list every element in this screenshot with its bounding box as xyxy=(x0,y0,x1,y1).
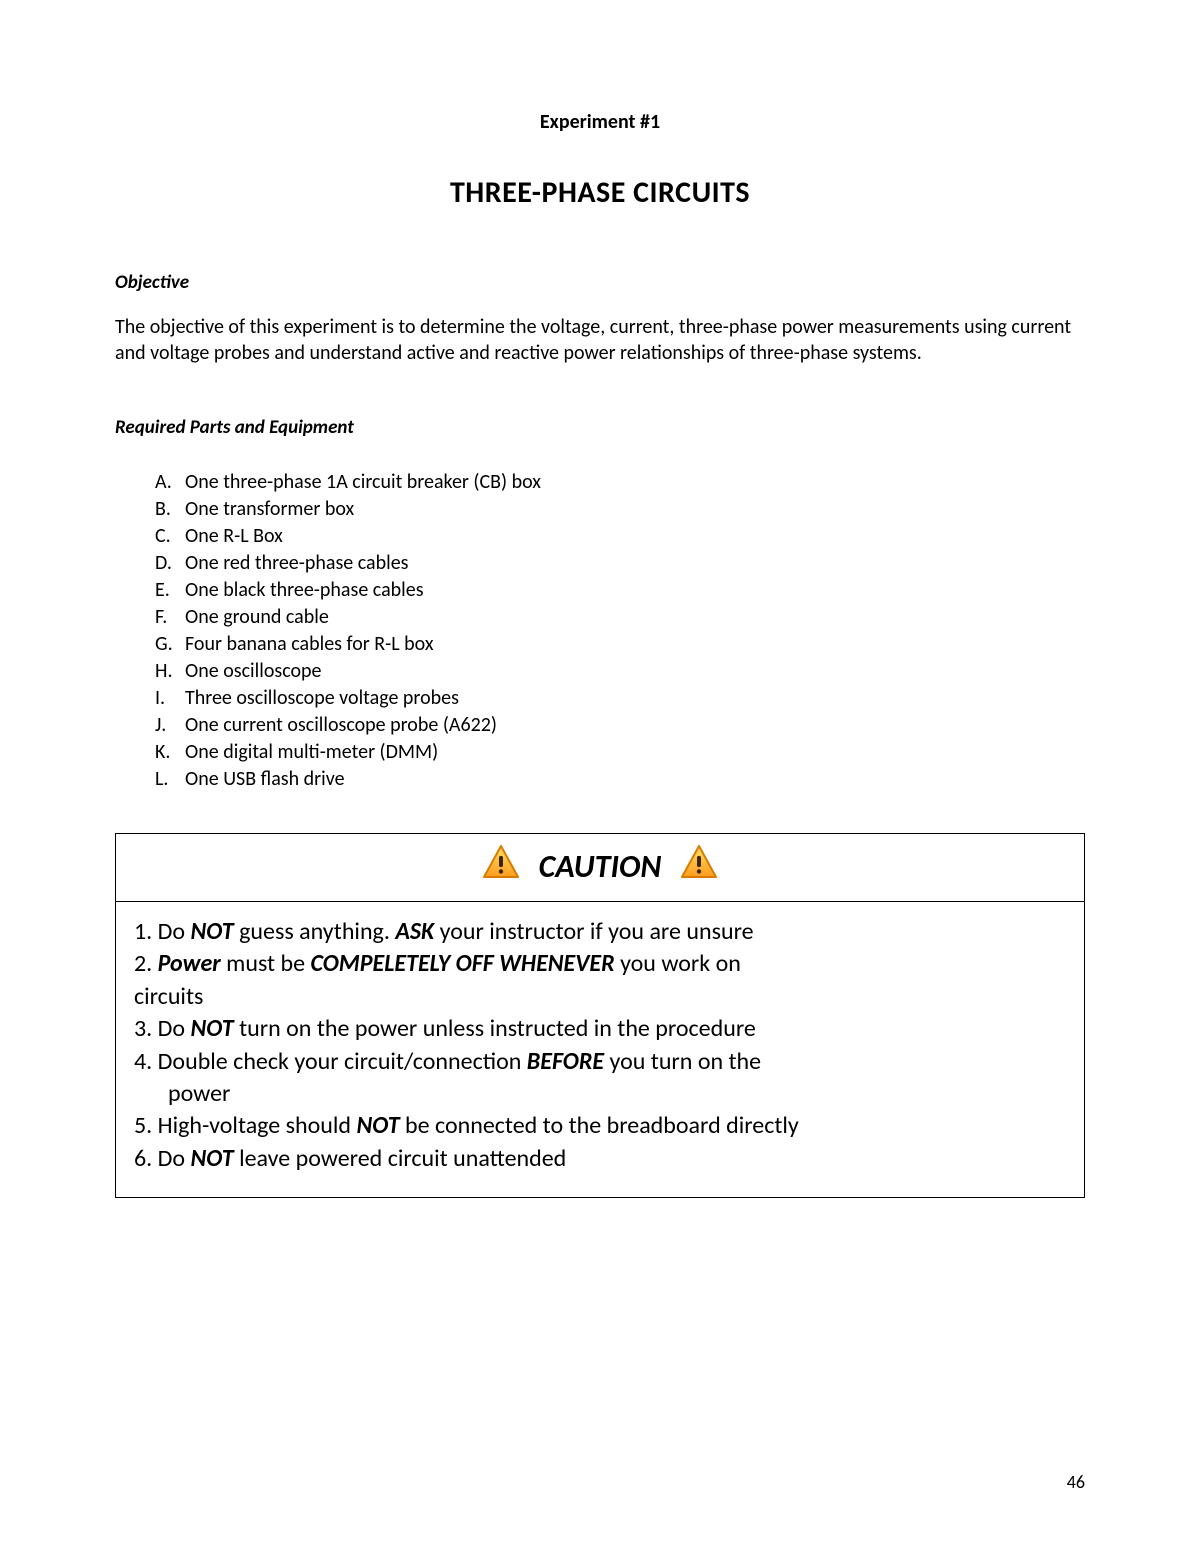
list-text: One R-L Box xyxy=(185,523,283,550)
caution-text: circuits xyxy=(134,982,203,1011)
list-marker: L. xyxy=(155,766,185,793)
caution-text: guess anything. xyxy=(234,917,396,946)
list-item: L.One USB flash drive xyxy=(155,766,1085,793)
list-marker: D. xyxy=(155,550,185,577)
experiment-label: Experiment #1 xyxy=(115,110,1085,134)
list-marker: K. xyxy=(155,739,185,766)
caution-number: 2. xyxy=(134,949,158,978)
objective-text: The objective of this experiment is to d… xyxy=(115,314,1085,366)
caution-text: Power xyxy=(158,949,221,978)
parts-heading: Required Parts and Equipment xyxy=(115,416,1085,439)
caution-text: power xyxy=(168,1079,230,1108)
objective-heading: Objective xyxy=(115,271,1085,294)
list-marker: I. xyxy=(155,685,185,712)
caution-body: 1. Do NOT guess anything. ASK your instr… xyxy=(116,902,1084,1197)
list-item: B.One transformer box xyxy=(155,496,1085,523)
list-marker: H. xyxy=(155,658,185,685)
caution-text: NOT xyxy=(356,1111,399,1140)
list-marker: G. xyxy=(155,631,185,658)
caution-text: ASK xyxy=(395,917,434,946)
list-item: I.Three oscilloscope voltage probes xyxy=(155,685,1085,712)
caution-text: you work on xyxy=(615,949,741,978)
caution-line: 5. High-voltage should NOT be connected … xyxy=(134,1110,1066,1142)
list-text: One oscilloscope xyxy=(185,658,321,685)
list-marker: F. xyxy=(155,604,185,631)
caution-label: CAUTION xyxy=(535,847,666,886)
caution-text: must be xyxy=(221,949,311,978)
caution-number: 5. xyxy=(134,1111,158,1140)
caution-text: you turn on the xyxy=(604,1047,761,1076)
caution-text: leave powered circuit unattended xyxy=(234,1144,567,1173)
list-text: One red three-phase cables xyxy=(185,550,409,577)
list-item: C.One R-L Box xyxy=(155,523,1085,550)
caution-text: High-voltage should xyxy=(158,1111,357,1140)
caution-text: NOT xyxy=(191,1144,234,1173)
list-text: One current oscilloscope probe (A622) xyxy=(185,712,497,739)
caution-line: 6. Do NOT leave powered circuit unattend… xyxy=(134,1143,1066,1175)
list-marker: C. xyxy=(155,523,185,550)
list-text: One black three-phase cables xyxy=(185,577,424,604)
caution-line: 1. Do NOT guess anything. ASK your instr… xyxy=(134,916,1066,948)
list-text: One USB flash drive xyxy=(185,766,345,793)
caution-text: be connected to the breadboard directly xyxy=(400,1111,799,1140)
caution-number: 1. xyxy=(134,917,158,946)
list-marker: A. xyxy=(155,469,185,496)
list-item: J.One current oscilloscope probe (A622) xyxy=(155,712,1085,739)
list-item: F.One ground cable xyxy=(155,604,1085,631)
caution-text: Do xyxy=(158,1014,191,1043)
list-marker: J. xyxy=(155,712,185,739)
caution-text: COMPELETELY OFF WHENEVER xyxy=(311,949,615,978)
warning-icon xyxy=(679,844,719,889)
caution-line: 2. Power must be COMPELETELY OFF WHENEVE… xyxy=(134,948,1066,980)
caution-header: CAUTION xyxy=(116,834,1084,902)
page-number: 46 xyxy=(1067,1471,1085,1493)
caution-number: 6. xyxy=(134,1144,158,1173)
list-item: G.Four banana cables for R-L box xyxy=(155,631,1085,658)
caution-text: BEFORE xyxy=(527,1047,604,1076)
page-title: THREE-PHASE CIRCUITS xyxy=(115,174,1085,211)
caution-text: NOT xyxy=(191,917,234,946)
caution-text: NOT xyxy=(191,1014,234,1043)
parts-list: A.One three-phase 1A circuit breaker (CB… xyxy=(115,469,1085,793)
list-item: K.One digital multi-meter (DMM) xyxy=(155,739,1085,766)
caution-line: circuits xyxy=(134,981,1066,1013)
list-text: Four banana cables for R-L box xyxy=(185,631,433,658)
caution-text: Double check your circuit/connection xyxy=(158,1047,527,1076)
warning-icon xyxy=(481,844,521,889)
caution-text: your instructor if you are unsure xyxy=(434,917,753,946)
caution-line: power xyxy=(134,1078,1066,1110)
list-item: H.One oscilloscope xyxy=(155,658,1085,685)
caution-box: CAUTION 1. Do NOT guess anything. ASK yo… xyxy=(115,833,1085,1198)
list-marker: B. xyxy=(155,496,185,523)
caution-text: Do xyxy=(158,1144,191,1173)
caution-number: 4. xyxy=(134,1047,158,1076)
caution-text: turn on the power unless instructed in t… xyxy=(234,1014,756,1043)
list-text: One digital multi-meter (DMM) xyxy=(185,739,438,766)
list-text: One three-phase 1A circuit breaker (CB) … xyxy=(185,469,541,496)
caution-number: 3. xyxy=(134,1014,158,1043)
list-text: One ground cable xyxy=(185,604,329,631)
list-item: D.One red three-phase cables xyxy=(155,550,1085,577)
list-item: E.One black three-phase cables xyxy=(155,577,1085,604)
caution-line: 3. Do NOT turn on the power unless instr… xyxy=(134,1013,1066,1045)
document-page: Experiment #1 THREE-PHASE CIRCUITS Objec… xyxy=(0,0,1200,1553)
list-text: One transformer box xyxy=(185,496,354,523)
list-item: A.One three-phase 1A circuit breaker (CB… xyxy=(155,469,1085,496)
list-marker: E. xyxy=(155,577,185,604)
caution-line: 4. Double check your circuit/connection … xyxy=(134,1046,1066,1078)
list-text: Three oscilloscope voltage probes xyxy=(185,685,459,712)
caution-text: Do xyxy=(158,917,191,946)
